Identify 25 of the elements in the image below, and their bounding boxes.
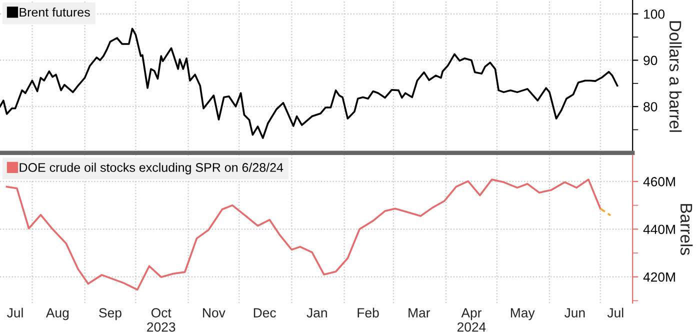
x-tick-label: Mar [408,308,430,318]
legend-label: DOE crude oil stocks excluding SPR on 6/28/24 [20,162,284,174]
x-tick-label: Jul [7,308,23,318]
y-tick-label: 80 [644,102,658,112]
x-tick-label: Aug [46,308,69,320]
x-tick-label: Apr 2024 [457,308,486,332]
legend-label: Brent futures [20,8,90,17]
line-series [0,28,618,139]
x-tick-label: Jun [564,308,585,318]
y-tick-label: 90 [644,56,658,66]
x-tick-label: Feb [358,308,379,318]
y-tick-label: 100 [644,9,665,19]
x-tick-label: May [510,308,535,320]
y-tick-label: 460M [643,177,675,186]
y-tick-label: 420M [643,272,675,282]
x-tick-label: Oct 2023 [147,308,176,332]
y-tick-label: 440M [643,224,675,234]
line-series [6,178,602,291]
x-tick-label: Jul [607,308,624,318]
y-axis-title: Dollars a barrel [669,21,682,132]
x-tick-label: Jan [306,308,327,318]
x-tick-label: Nov [203,308,226,318]
x-tick-label: Dec [254,308,276,318]
y-axis-title: Barrels [680,204,693,255]
x-tick-label: Sep [99,308,122,320]
